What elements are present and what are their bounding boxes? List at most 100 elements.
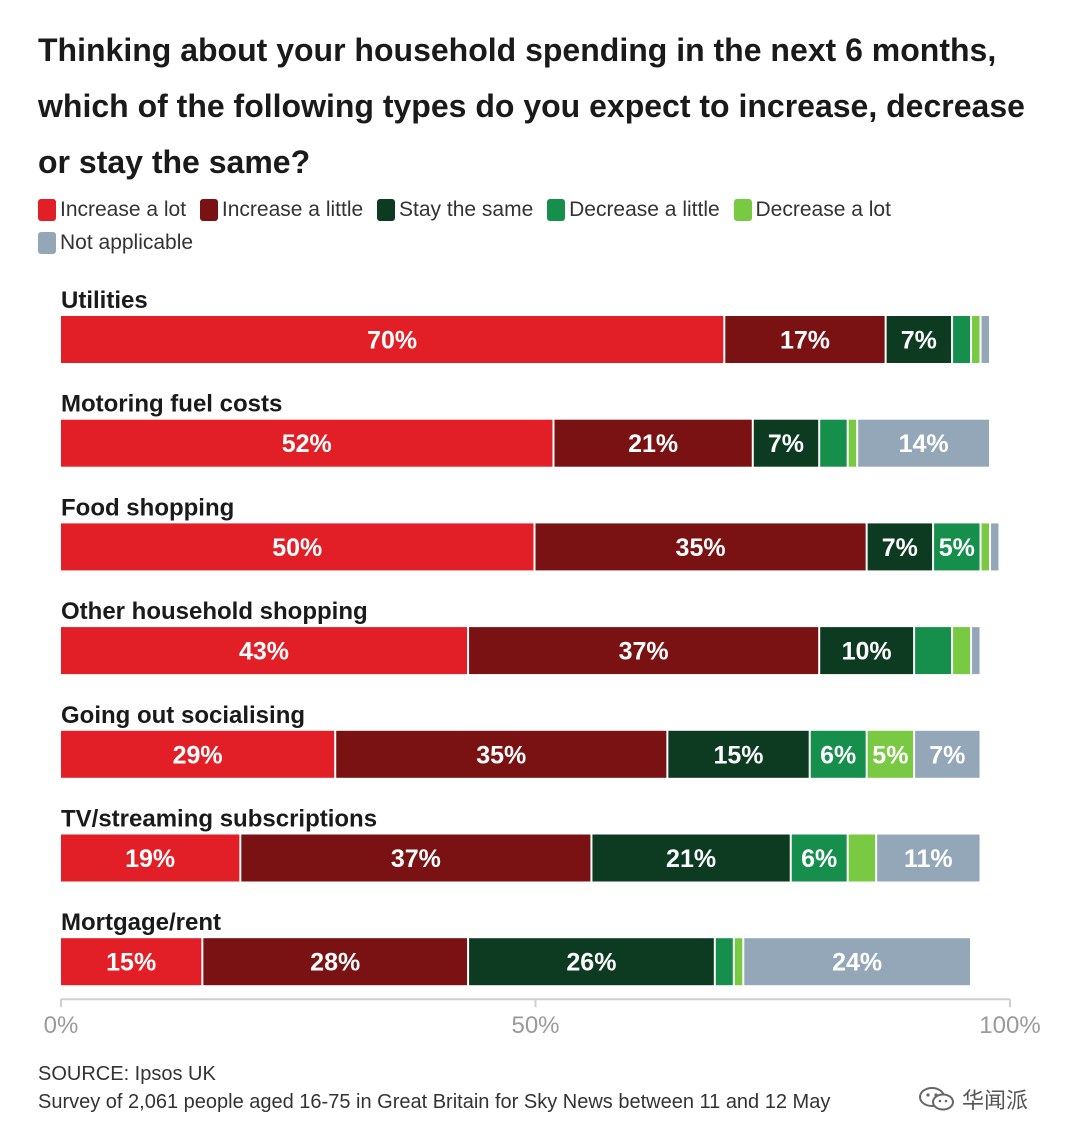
category-label: Mortgage/rent xyxy=(61,909,221,936)
bar-segment xyxy=(753,419,819,467)
legend-item-decrease-a-lot: Decrease a lot xyxy=(733,196,891,224)
bar-segment xyxy=(867,523,933,571)
watermark-text: 华闻派 xyxy=(962,1088,1029,1113)
category-label: TV/streaming subscriptions xyxy=(61,806,377,833)
data-label: 21% xyxy=(666,845,716,873)
bar-segment xyxy=(886,316,952,363)
data-label: 50% xyxy=(272,534,322,562)
bar-segment xyxy=(877,834,980,882)
bar-segment xyxy=(991,523,999,571)
category-label: Motoring fuel costs xyxy=(61,391,282,418)
bar-segment xyxy=(61,627,468,675)
legend-swatch xyxy=(38,199,56,221)
data-label: 24% xyxy=(832,949,882,977)
bar-segment xyxy=(915,730,980,778)
chart-title: Thinking about your household spending i… xyxy=(38,32,1025,180)
legend-item-not-applicable: Not applicable xyxy=(38,229,193,257)
legend-item-decrease-a-little: Decrease a little xyxy=(547,196,720,224)
bar-segment xyxy=(725,316,885,363)
category-label: Going out socialising xyxy=(61,702,305,729)
legend-swatch xyxy=(733,199,752,221)
data-label: 37% xyxy=(391,845,441,873)
source-text: SOURCE: Ipsos UK xyxy=(38,1063,216,1085)
bar-segment xyxy=(61,938,202,986)
bar-segment xyxy=(592,834,790,882)
bar-segment xyxy=(469,938,714,986)
data-label: 11% xyxy=(904,845,953,873)
data-label: 7% xyxy=(929,741,965,769)
bar-segment xyxy=(744,938,971,986)
bar-segment xyxy=(241,834,591,882)
data-label: 10% xyxy=(842,638,892,666)
bar-segment xyxy=(791,834,847,882)
data-label: 7% xyxy=(768,430,804,458)
bar-segment xyxy=(953,316,971,363)
bar-segment xyxy=(972,316,980,363)
legend-label: Increase a lot xyxy=(60,198,187,221)
bar-segment xyxy=(554,419,752,467)
bar-segment xyxy=(820,627,914,675)
legend-item-increase-a-lot: Increase a lot xyxy=(38,196,186,224)
data-label: 15% xyxy=(106,949,156,977)
bar-segment xyxy=(535,523,866,571)
bar-segment xyxy=(915,627,952,675)
legend-swatch xyxy=(38,232,56,254)
bar-segment xyxy=(810,730,866,778)
legend-label: Not applicable xyxy=(60,231,194,254)
data-label: 5% xyxy=(939,534,975,562)
data-label: 43% xyxy=(239,638,289,666)
data-label: 26% xyxy=(566,949,616,977)
bar-segment xyxy=(61,834,240,882)
survey-note: Survey of 2,061 people aged 16-75 in Gre… xyxy=(38,1091,831,1113)
legend-label: Stay the same xyxy=(399,198,534,221)
data-label: 6% xyxy=(820,741,856,769)
bar-segment xyxy=(848,834,876,882)
bar-segment xyxy=(61,419,553,467)
category-label: Food shopping xyxy=(61,494,234,521)
bar-segment xyxy=(953,627,971,675)
bar-segment xyxy=(336,730,667,778)
bar-segment xyxy=(858,419,990,467)
bar-segment xyxy=(715,938,733,986)
data-label: 70% xyxy=(367,327,417,355)
bar-segment xyxy=(934,523,980,571)
data-label: 35% xyxy=(676,534,726,562)
x-tick-label: 100% xyxy=(979,1012,1040,1039)
bar-segment xyxy=(668,730,809,778)
legend-label: Decrease a little xyxy=(569,198,720,221)
legend-item-increase-a-little: Increase a little xyxy=(199,196,363,224)
data-label: 19% xyxy=(125,845,175,873)
bar-segment xyxy=(972,627,980,675)
legend-swatch xyxy=(377,199,396,221)
category-label: Other household shopping xyxy=(61,598,368,625)
bar-segment xyxy=(820,419,847,467)
bar-segment xyxy=(203,938,468,986)
legend-item-stay-the-same: Stay the same xyxy=(377,196,533,224)
data-label: 52% xyxy=(282,430,332,458)
data-label: 6% xyxy=(801,845,837,873)
data-label: 7% xyxy=(901,327,937,355)
data-label: 37% xyxy=(619,638,669,666)
bar-segment xyxy=(848,419,857,467)
legend: Increase a lot Increase a little Stay th… xyxy=(38,196,1038,262)
legend-swatch xyxy=(547,199,566,221)
data-label: 15% xyxy=(714,741,764,769)
watermark: 华闻派 xyxy=(918,1083,1028,1115)
bar-segment xyxy=(469,627,819,675)
data-label: 14% xyxy=(899,430,949,458)
footer: SOURCE: Ipsos UK Survey of 2,061 people … xyxy=(38,1060,830,1116)
data-label: 17% xyxy=(780,327,830,355)
data-label: 29% xyxy=(173,741,223,769)
data-label: 7% xyxy=(882,534,918,562)
data-label: 28% xyxy=(310,949,360,977)
x-tick-label: 50% xyxy=(511,1012,559,1039)
category-label: Utilities xyxy=(61,287,148,314)
data-label: 5% xyxy=(872,741,908,769)
bar-segment xyxy=(61,316,724,363)
bar-segment xyxy=(981,523,990,571)
bar-segment xyxy=(981,316,990,363)
bar-segment xyxy=(61,523,534,571)
bar-segment xyxy=(734,938,743,986)
legend-label: Decrease a lot xyxy=(755,198,891,221)
